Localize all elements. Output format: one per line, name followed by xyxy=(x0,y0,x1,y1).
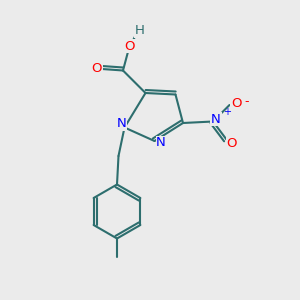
Text: N: N xyxy=(117,117,126,130)
Text: N: N xyxy=(211,112,221,126)
Text: O: O xyxy=(227,136,237,150)
Text: H: H xyxy=(134,24,144,38)
Text: O: O xyxy=(231,97,241,110)
Text: -: - xyxy=(244,95,249,108)
Text: N: N xyxy=(156,136,166,149)
Text: O: O xyxy=(91,62,102,76)
Text: +: + xyxy=(224,107,231,117)
Text: O: O xyxy=(124,40,135,53)
